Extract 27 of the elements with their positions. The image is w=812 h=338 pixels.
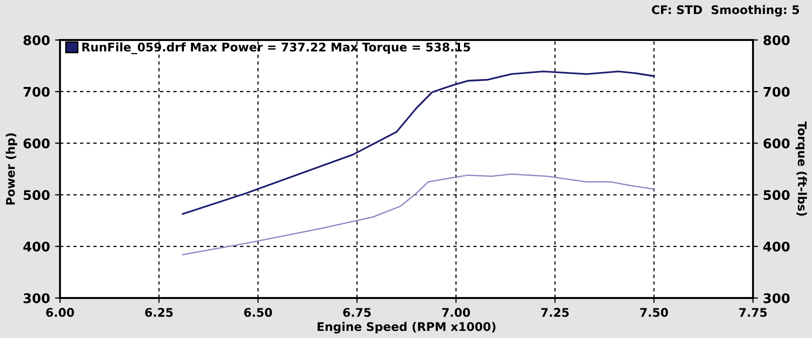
x-axis-title: Engine Speed (RPM x1000): [318, 322, 496, 334]
y2-tick-label: 800: [764, 35, 790, 46]
x-tick-label: 6.50: [244, 308, 272, 317]
x-tick-label: 6.25: [145, 308, 173, 317]
x-tick-label: 7.00: [442, 308, 470, 317]
line-series: [182, 70, 655, 215]
y-tick-label: 300: [24, 293, 50, 304]
x-tick-label: 6.00: [46, 308, 74, 317]
y2-tick-label: 700: [764, 86, 790, 97]
x-tick-label: 7.50: [640, 308, 668, 317]
x-tick-label: 6.75: [343, 308, 371, 317]
y-tick-label: 500: [24, 190, 50, 200]
y2-axis-title: Torque (ft-lbs): [796, 121, 807, 216]
y-tick-label: 400: [23, 242, 50, 252]
x-tick-label: 7.25: [541, 308, 569, 317]
y-tick-label: 600: [24, 138, 50, 148]
y2-tick-label: 500: [764, 190, 790, 200]
x-tick-label: 7.75: [739, 308, 767, 317]
y2-tick-label: 300: [764, 293, 790, 304]
y2-tick-label: 600: [764, 138, 790, 148]
y-tick-label: 700: [24, 86, 50, 97]
line-series: [182, 174, 655, 256]
legend-label: RunFile_059.drf Max Power = 737.22 Max Torque = 538.15: [82, 42, 470, 54]
y-axis-title: Power (hp): [6, 133, 18, 205]
text: CF: STD Smoothing: 5: [652, 5, 799, 17]
y-tick-label: 800: [24, 35, 50, 46]
y2-tick-label: 400: [763, 242, 790, 252]
